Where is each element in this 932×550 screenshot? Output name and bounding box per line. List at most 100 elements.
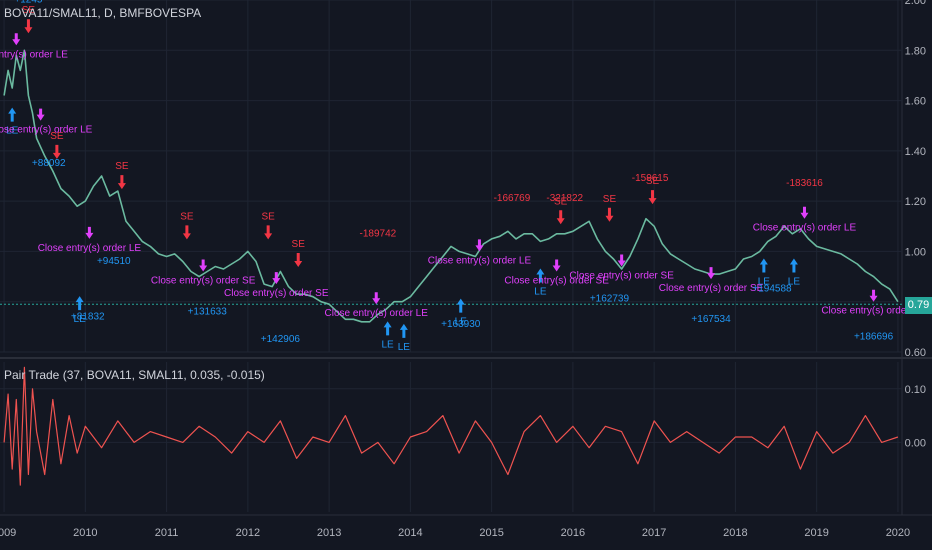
close-label: Close entry(s) order LE [325, 308, 429, 319]
se-arrow [117, 175, 126, 190]
close-arrow [617, 254, 626, 267]
se-marker: SE [292, 239, 305, 268]
close-arrow [552, 259, 561, 272]
indicator-y-tick-label: 0.00 [905, 437, 926, 449]
profit-label: +194588 [752, 284, 792, 295]
x-tick-label: 2011 [155, 527, 179, 539]
profit-label: +94510 [97, 256, 131, 267]
se-label: SE [50, 131, 64, 142]
profit-label: +186696 [854, 331, 894, 342]
close-label: Close entry(s) order SE [224, 288, 329, 299]
profit-label: -159615 [632, 173, 669, 184]
le-marker: LE [74, 296, 87, 325]
se-label: SE [115, 161, 129, 172]
y-tick-label: 0.60 [905, 347, 926, 359]
close-arrow [36, 108, 45, 121]
se-arrow [294, 253, 303, 268]
le-label: LE [74, 314, 87, 325]
se-marker: SE [261, 211, 275, 240]
profit-label: +163930 [441, 319, 481, 330]
symbol-title[interactable]: BOVA11/SMAL11, D, BMFBOVESPA [4, 6, 202, 20]
profit-label: +1245 [14, 0, 43, 6]
close-arrow [272, 272, 281, 285]
x-tick-label: 2013 [317, 527, 341, 539]
x-tick-label: 2017 [642, 527, 666, 539]
le-arrow [383, 321, 392, 336]
se-arrow [556, 210, 565, 225]
se-arrow [24, 19, 33, 34]
close-marker: Close entry(s) order LE [0, 33, 68, 60]
le-arrow [75, 296, 84, 311]
se-marker: SE [603, 194, 617, 222]
x-tick-label: 2012 [236, 527, 260, 539]
close-marker: Close entry(s) order SE [659, 267, 764, 294]
close-marker: Close entry(s) order LE [38, 226, 142, 254]
close-label: Close entry(s) order LE [0, 49, 68, 60]
le-arrow [789, 258, 798, 273]
le-marker: LE [758, 258, 770, 287]
se-label: SE [180, 211, 194, 222]
profit-label: +162739 [590, 294, 630, 305]
se-arrow [264, 225, 273, 240]
le-label: LE [381, 339, 394, 350]
se-marker: SE [180, 211, 194, 240]
profit-label: -189742 [360, 228, 397, 239]
le-label: LE [534, 287, 547, 298]
close-label: Close entry(s) order SE [821, 306, 926, 317]
se-marker: SE [115, 161, 129, 190]
close-label: Close entry(s) order LE [753, 223, 857, 234]
indicator-y-tick-label: 0.10 [905, 384, 926, 396]
le-marker: LE [534, 268, 547, 298]
le-label: LE [455, 317, 468, 328]
se-marker: SE [50, 131, 64, 159]
y-tick-label: 1.40 [905, 146, 926, 158]
indicator-series-line [3, 366, 899, 486]
le-marker: LE [381, 321, 394, 350]
y-tick-label: 1.60 [905, 96, 926, 108]
close-arrow [869, 289, 878, 302]
le-marker: LE [788, 258, 801, 287]
close-label: Close entry(s) order LE [428, 255, 532, 266]
se-arrow [52, 144, 61, 159]
close-arrow [475, 239, 484, 252]
close-marker: Close entry(s) order SE [821, 289, 926, 317]
close-label: Close entry(s) order LE [38, 243, 142, 254]
y-tick-label: 1.00 [905, 246, 926, 258]
close-marker: Close entry(s) order LE [428, 239, 532, 266]
close-marker: Close entry(s) order LE [0, 108, 93, 136]
close-marker: Close entry(s) order SE [569, 254, 674, 282]
se-arrow [182, 225, 191, 240]
y-tick-label: 1.20 [905, 196, 926, 208]
close-marker: Close entry(s) order LE [753, 206, 857, 234]
profit-label: +142906 [261, 334, 301, 345]
se-arrow [648, 190, 657, 205]
close-label: Close entry(s) order SE [151, 276, 256, 287]
close-marker: Close entry(s) order SE [151, 259, 256, 287]
close-arrow [12, 33, 21, 46]
se-label: SE [261, 211, 275, 222]
se-marker: SE [554, 196, 568, 225]
close-arrow [707, 267, 716, 280]
y-tick-label: 1.80 [905, 45, 926, 57]
le-arrow [8, 107, 17, 122]
x-tick-label: 2016 [561, 527, 585, 539]
last-value-badge: 0.79 [905, 297, 932, 314]
close-label: Close entry(s) order SE [569, 271, 674, 282]
close-arrow [85, 226, 94, 239]
close-label: Close entry(s) order SE [504, 276, 609, 287]
y-tick-label: 2.00 [905, 0, 926, 7]
le-label: LE [788, 276, 801, 287]
close-marker: Close entry(s) order SE [224, 272, 329, 299]
indicator-title[interactable]: Pair Trade (37, BOVA11, SMAL11, 0.035, -… [4, 368, 265, 382]
close-label: Close entry(s) order SE [659, 283, 764, 294]
se-label: SE [603, 194, 617, 205]
profit-label: +131633 [188, 306, 228, 317]
se-arrow [605, 207, 614, 222]
se-label: SE [646, 176, 660, 187]
x-tick-label: 2009 [0, 527, 16, 539]
x-tick-label: 2014 [398, 527, 422, 539]
le-arrow [456, 298, 465, 313]
profit-label: +81832 [71, 311, 105, 322]
close-marker: Close entry(s) order LE [325, 292, 429, 319]
